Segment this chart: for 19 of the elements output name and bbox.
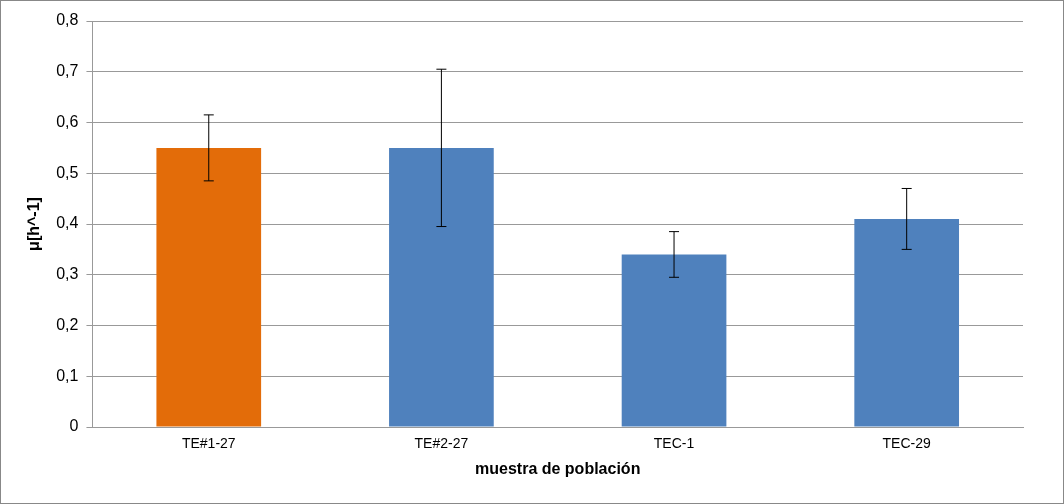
y-tick-label: 0,5 bbox=[56, 163, 79, 181]
x-tick-label: TE#1-27 bbox=[181, 435, 236, 452]
x-tick-label: TEC-1 bbox=[653, 435, 695, 452]
x-tick-label: TE#2-27 bbox=[414, 435, 469, 452]
y-tick-label: 0 bbox=[69, 417, 79, 435]
y-tick-label: 0,6 bbox=[56, 112, 79, 130]
bar bbox=[156, 147, 262, 427]
y-tick-label: 0,2 bbox=[56, 315, 79, 333]
y-tick-label: 0,3 bbox=[56, 265, 79, 283]
y-tick-label: 0,4 bbox=[56, 214, 79, 232]
y-tick-label: 0,1 bbox=[56, 366, 79, 384]
y-tick-label: 0,7 bbox=[56, 62, 79, 80]
bar bbox=[389, 147, 494, 427]
bar bbox=[621, 254, 727, 427]
x-tick-label: TEC-29 bbox=[882, 435, 932, 452]
y-axis-title: μ[h^-1] bbox=[25, 197, 43, 251]
bar bbox=[854, 218, 960, 427]
y-tick-label: 0,8 bbox=[56, 11, 79, 29]
x-axis-title: muestra de población bbox=[475, 459, 641, 477]
